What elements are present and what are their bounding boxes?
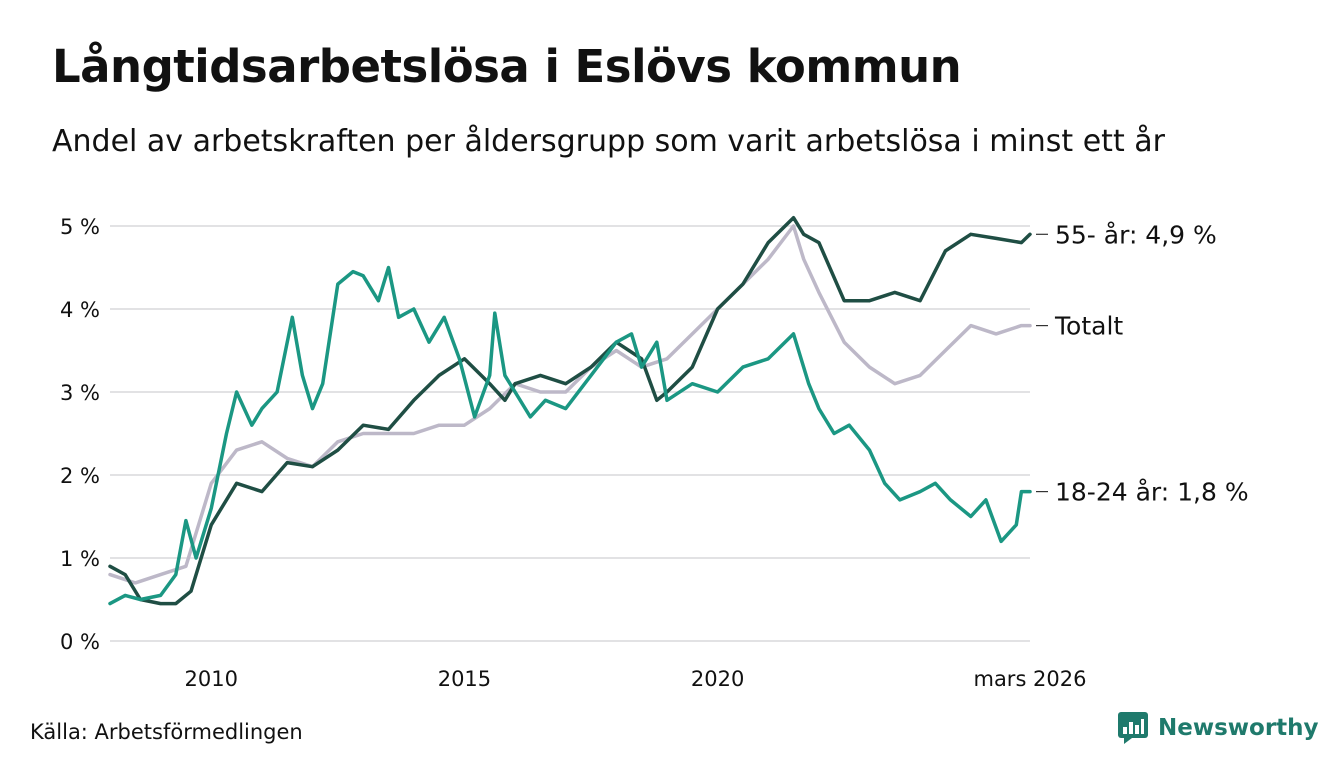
newsworthy-logo: Newsworthy bbox=[1118, 712, 1319, 744]
y-tick-label: 5 % bbox=[60, 215, 100, 239]
series-line-18-24-r bbox=[108, 265, 1032, 606]
y-tick-label: 2 % bbox=[60, 464, 100, 488]
y-tick-label: 3 % bbox=[60, 381, 100, 405]
x-tick-label: mars 2026 bbox=[973, 667, 1086, 691]
end-label: 55- år: 4,9 % bbox=[1055, 220, 1217, 249]
brand-name: Newsworthy bbox=[1158, 715, 1319, 741]
source-note: Källa: Arbetsförmedlingen bbox=[30, 720, 303, 744]
x-tick-label: 2020 bbox=[691, 667, 744, 691]
newsworthy-logo-icon bbox=[1118, 712, 1148, 744]
series-line-55-r bbox=[108, 215, 1032, 606]
y-tick-label: 0 % bbox=[60, 630, 100, 654]
chart-title: Långtidsarbetslösa i Eslövs kommun bbox=[52, 40, 962, 93]
chart-subtitle: Andel av arbetskraften per åldersgrupp s… bbox=[52, 124, 1165, 159]
y-tick-label: 4 % bbox=[60, 298, 100, 322]
x-tick-label: 2010 bbox=[185, 667, 238, 691]
end-label: Totalt bbox=[1054, 312, 1123, 341]
end-label: 18-24 år: 1,8 % bbox=[1055, 478, 1249, 507]
y-tick-label: 1 % bbox=[60, 547, 100, 571]
x-tick-label: 2015 bbox=[438, 667, 491, 691]
